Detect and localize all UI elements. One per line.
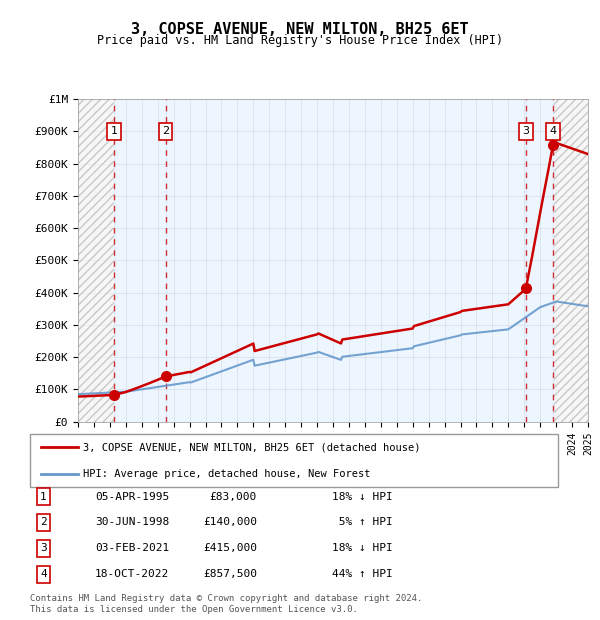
Text: 1: 1 xyxy=(40,492,47,502)
Text: 3: 3 xyxy=(522,126,529,136)
Text: 18% ↓ HPI: 18% ↓ HPI xyxy=(332,492,393,502)
Text: 18-OCT-2022: 18-OCT-2022 xyxy=(95,569,169,579)
Text: 05-APR-1995: 05-APR-1995 xyxy=(95,492,169,502)
Text: 30-JUN-1998: 30-JUN-1998 xyxy=(95,518,169,528)
Text: 2: 2 xyxy=(40,518,47,528)
Text: HPI: Average price, detached house, New Forest: HPI: Average price, detached house, New … xyxy=(83,469,370,479)
Bar xyxy=(78,99,114,422)
Text: 44% ↑ HPI: 44% ↑ HPI xyxy=(332,569,393,579)
Text: 18% ↓ HPI: 18% ↓ HPI xyxy=(332,543,393,554)
Text: 4: 4 xyxy=(40,569,47,579)
Text: 3, COPSE AVENUE, NEW MILTON, BH25 6ET (detached house): 3, COPSE AVENUE, NEW MILTON, BH25 6ET (d… xyxy=(83,442,420,452)
Bar xyxy=(166,99,526,422)
Text: Contains HM Land Registry data © Crown copyright and database right 2024.
This d: Contains HM Land Registry data © Crown c… xyxy=(30,595,422,614)
Text: 03-FEB-2021: 03-FEB-2021 xyxy=(95,543,169,554)
Text: 1: 1 xyxy=(110,126,118,136)
Bar xyxy=(526,99,553,422)
Text: 5% ↑ HPI: 5% ↑ HPI xyxy=(332,518,393,528)
Text: £857,500: £857,500 xyxy=(203,569,257,579)
Text: £83,000: £83,000 xyxy=(209,492,257,502)
Text: Price paid vs. HM Land Registry's House Price Index (HPI): Price paid vs. HM Land Registry's House … xyxy=(97,34,503,47)
Text: 3: 3 xyxy=(40,543,47,554)
FancyBboxPatch shape xyxy=(30,434,558,487)
Text: 4: 4 xyxy=(550,126,556,136)
Text: 3, COPSE AVENUE, NEW MILTON, BH25 6ET: 3, COPSE AVENUE, NEW MILTON, BH25 6ET xyxy=(131,22,469,37)
Text: £140,000: £140,000 xyxy=(203,518,257,528)
Bar xyxy=(114,99,166,422)
Text: £415,000: £415,000 xyxy=(203,543,257,554)
Text: 2: 2 xyxy=(162,126,169,136)
Bar xyxy=(553,99,588,422)
